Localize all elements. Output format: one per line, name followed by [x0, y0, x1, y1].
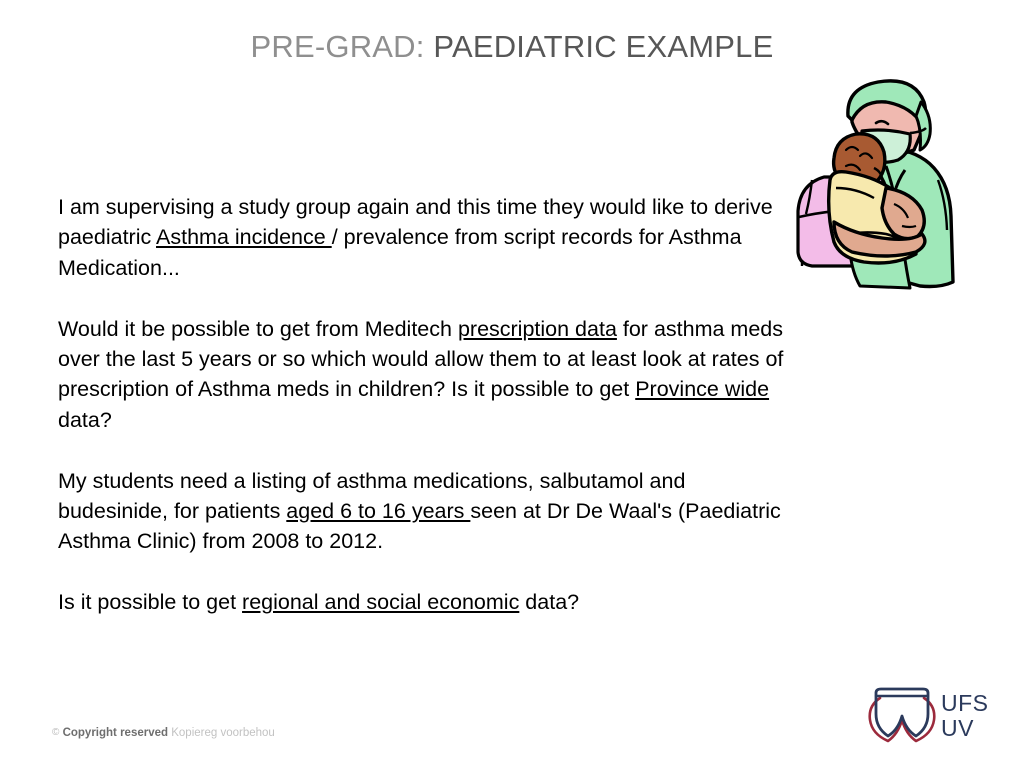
- underlined-segment: prescription data: [457, 316, 617, 341]
- text-segment: Would it be possible to get from Meditec…: [58, 316, 458, 341]
- logo-text-uv: UV: [941, 715, 974, 741]
- text-segment: / prevalence from script records for Ast…: [58, 225, 742, 280]
- paragraph-1: I am supervising a study group again and…: [58, 192, 798, 283]
- copyright-afrikaans-text: Kopiereg voorbehou: [171, 727, 275, 739]
- text-segment: My students need a listing of asthma med…: [58, 468, 686, 524]
- title-main: PAEDIATRIC EXAMPLE: [424, 29, 774, 64]
- underlined-segment: Province wide: [635, 377, 770, 402]
- nurse-arms: [832, 186, 927, 258]
- body-copy: I am supervising a study group again and…: [58, 192, 798, 618]
- copyright-icon: ©: [52, 727, 60, 738]
- text-segment: for asthma meds over the last 5 years or…: [58, 316, 784, 402]
- paragraph-4: Is it possible to get regional and socia…: [58, 587, 798, 617]
- copyright-bold-text: Copyright reserved: [62, 727, 169, 739]
- paragraph-2: Would it be possible to get from Meditec…: [58, 314, 798, 436]
- paragraph-3: My students need a listing of asthma med…: [58, 466, 798, 557]
- text-segment: seen at Dr De Waal's (Paediatric Asthma …: [58, 499, 781, 554]
- ufs-shield-icon: [868, 687, 936, 743]
- underlined-segment: aged 6 to 16 years: [286, 499, 471, 524]
- nurse-holding-baby-illustration: [790, 76, 980, 301]
- text-segment: Is it possible to get: [58, 590, 243, 615]
- logo-text-ufs: UFS: [941, 690, 989, 716]
- text-segment: data?: [519, 590, 580, 615]
- ufs-uv-logo: UFS UV: [862, 684, 990, 746]
- text-segment: I am supervising a study group again and…: [58, 195, 773, 250]
- underlined-segment: regional and social economic: [242, 590, 520, 615]
- title-prefix: PRE-GRAD:: [250, 29, 425, 64]
- copyright-notice: © Copyright reserved Kopiereg voorbehou: [52, 725, 275, 741]
- underlined-segment: Asthma incidence: [156, 225, 332, 250]
- text-segment: data?: [58, 407, 112, 432]
- page-title: PRE-GRAD: PAEDIATRIC EXAMPLE: [0, 27, 1024, 67]
